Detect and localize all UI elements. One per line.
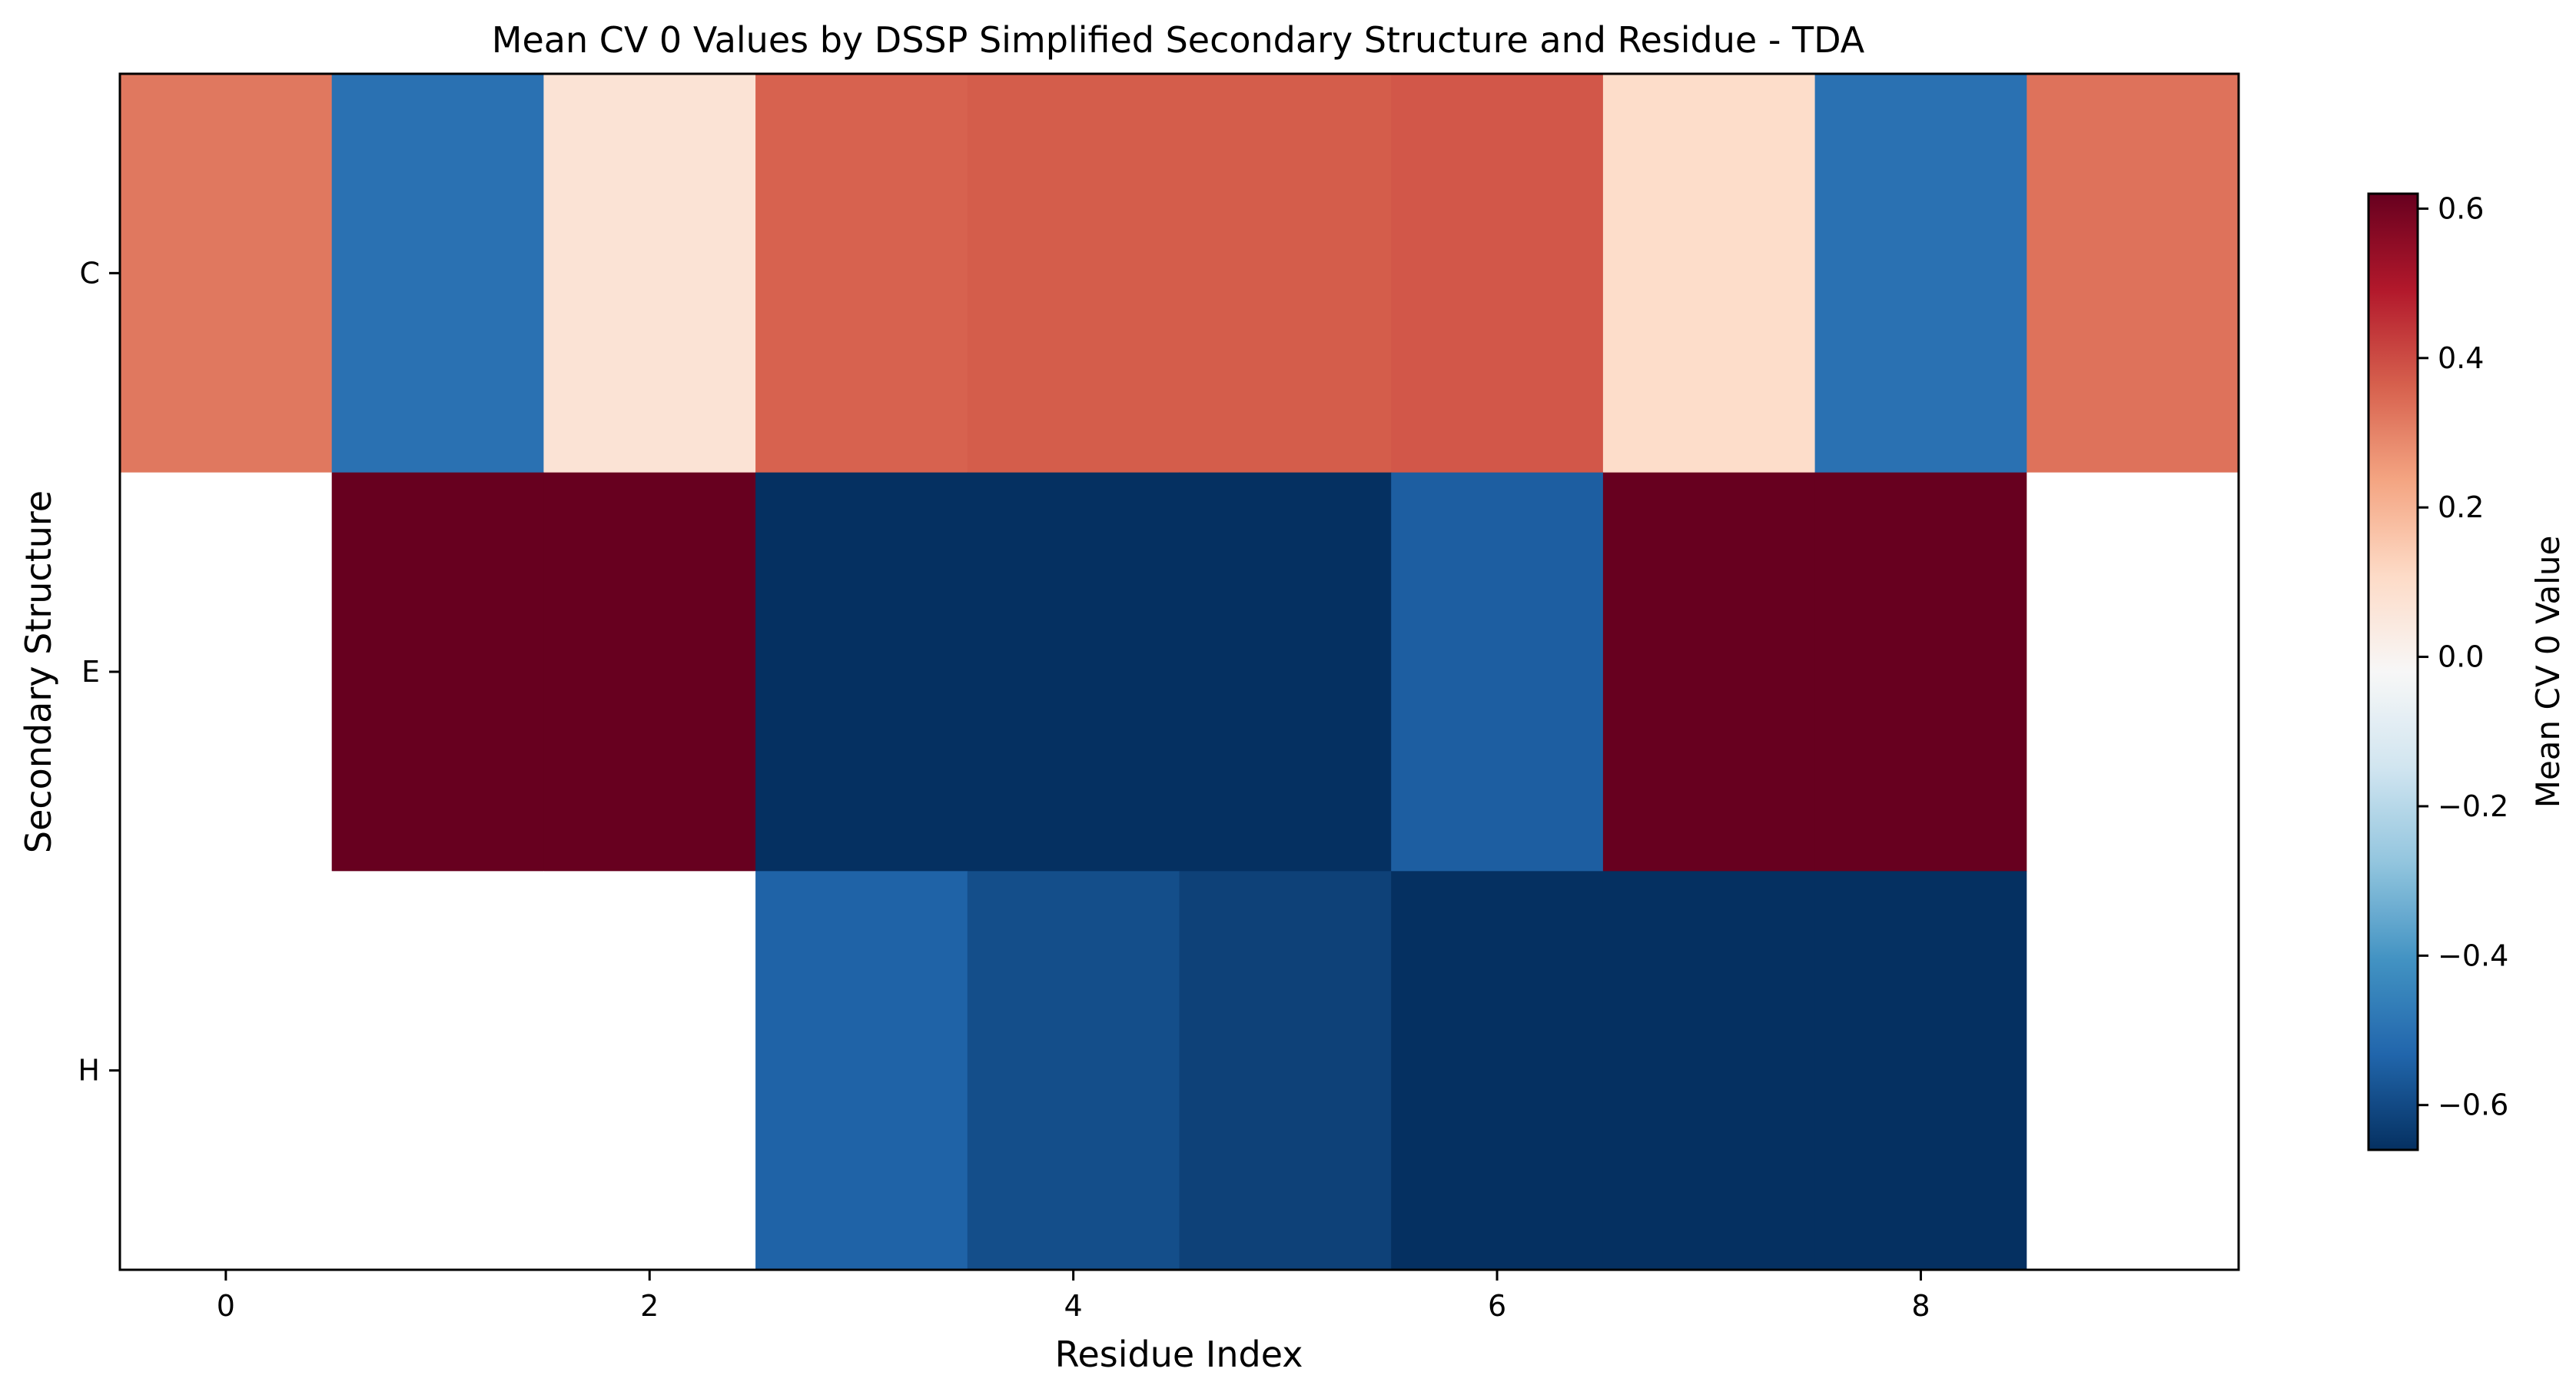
colorbar-tick-label: −0.2 <box>2438 789 2508 823</box>
heatmap-cell-C-6 <box>1391 74 1604 473</box>
colorbar-tick-label: 0.6 <box>2438 191 2484 225</box>
heatmap-cell-C-5 <box>1179 74 1392 473</box>
heatmap-cell-E-8 <box>1814 472 2027 872</box>
x-axis-ticks: 0 2 4 6 8 <box>217 1270 1930 1323</box>
y-axis-ticks: C E H <box>78 256 120 1088</box>
x-tick-label: 8 <box>1911 1289 1930 1323</box>
heatmap-cell-C-1 <box>331 74 544 473</box>
heatmap-cell-H-4 <box>967 871 1180 1271</box>
x-tick-label: 2 <box>640 1289 659 1323</box>
heatmap-cell-H-8 <box>1814 871 2027 1271</box>
colorbar-tick-label: 0.4 <box>2438 341 2484 375</box>
heatmap-cell-C-9 <box>2027 74 2239 473</box>
heatmap-cell-H-0 <box>120 871 333 1271</box>
heatmap-cell-H-9 <box>2027 871 2239 1271</box>
heatmap-cell-H-7 <box>1602 871 1816 1271</box>
heatmap-cell-C-7 <box>1602 74 1816 473</box>
heatmap-cell-H-1 <box>331 871 544 1271</box>
x-tick-label: 6 <box>1488 1289 1506 1323</box>
heatmap-cell-E-5 <box>1179 472 1392 872</box>
chart-title: Mean CV 0 Values by DSSP Simplified Seco… <box>492 19 1865 61</box>
colorbar-tick-label: −0.4 <box>2438 939 2508 972</box>
y-axis-label: Secondary Structure <box>18 490 59 853</box>
heatmap-cell-E-7 <box>1602 472 1816 872</box>
x-axis-label: Residue Index <box>1055 1334 1303 1375</box>
colorbar-tick-label: −0.6 <box>2438 1088 2508 1122</box>
heatmap-cell-E-2 <box>543 472 756 872</box>
x-tick-label: 0 <box>217 1289 235 1323</box>
x-tick-label: 4 <box>1064 1289 1083 1323</box>
heatmap-cell-H-2 <box>543 871 756 1271</box>
colorbar-frame <box>2367 192 2419 1151</box>
heatmap-cell-E-0 <box>120 472 333 872</box>
colorbar-ticks: −0.6 −0.4 −0.2 0.0 0.2 0.4 0.6 <box>2418 191 2508 1122</box>
colorbar <box>2369 194 2418 1150</box>
y-tick-label: H <box>78 1054 100 1088</box>
colorbar-tick-label: 0.2 <box>2438 490 2484 524</box>
heatmap-cell-H-5 <box>1179 871 1392 1271</box>
heatmap-cell-C-3 <box>755 74 968 473</box>
heatmap-cell-H-6 <box>1391 871 1604 1271</box>
heatmap-cell-C-4 <box>967 74 1180 473</box>
heatmap-cell-C-2 <box>543 74 756 473</box>
heatmap-cell-E-3 <box>755 472 968 872</box>
colorbar-tick-label: 0.0 <box>2438 640 2484 674</box>
colorbar-label: Mean CV 0 Value <box>2529 536 2567 809</box>
y-tick-label: E <box>81 655 100 689</box>
heatmap-cell-C-0 <box>120 74 333 473</box>
heatmap-cell-E-4 <box>967 472 1180 872</box>
heatmap-cell-C-8 <box>1814 74 2027 473</box>
heatmap-cell-E-9 <box>2027 472 2239 872</box>
heatmap-cell-E-6 <box>1391 472 1604 872</box>
heatmap-cell-E-1 <box>331 472 544 872</box>
y-tick-label: C <box>79 256 100 290</box>
heatmap-cells <box>120 74 2239 1271</box>
heatmap-cell-H-3 <box>755 871 968 1271</box>
